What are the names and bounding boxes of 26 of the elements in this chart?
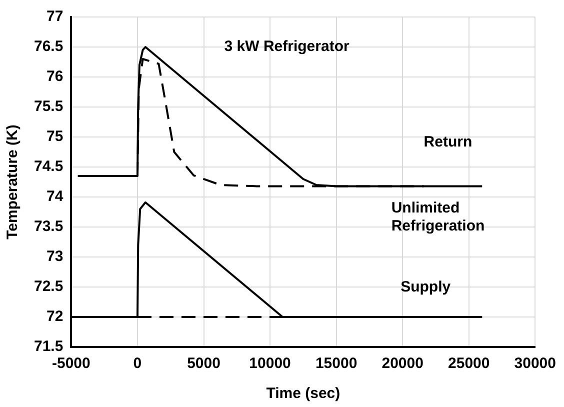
annotation: Unlimited Refrigeration	[391, 200, 485, 235]
x-tick-label: 25000	[448, 355, 490, 372]
y-tick-label: 73.5	[34, 218, 64, 236]
x-axis-title: Time (sec)	[266, 385, 340, 402]
y-tick-label: 74	[46, 188, 64, 206]
y-tick-label: 72.5	[34, 278, 64, 296]
x-tick-label: 20000	[382, 355, 424, 372]
y-axis-title: Temperature (K)	[4, 124, 22, 240]
annotation: Supply	[400, 278, 452, 296]
x-tick-label: 30000	[514, 355, 556, 372]
y-tick-label: 75.5	[34, 98, 64, 116]
y-tick-label: 72	[46, 308, 64, 326]
y-tick-label: 73	[46, 248, 64, 266]
x-tick-label: 15000	[315, 355, 358, 372]
y-tick-label: 71.5	[34, 338, 64, 356]
x-tick-label: 0	[133, 355, 142, 372]
x-tick-label: 10000	[249, 355, 291, 372]
y-tick-label: 75	[46, 128, 64, 146]
x-tick-label: 5000	[187, 355, 220, 372]
y-tick-label: 77	[46, 8, 64, 26]
annotation: Return	[424, 134, 472, 151]
y-tick-label: 74.5	[34, 158, 64, 176]
annotation: 3 kW Refrigerator	[224, 38, 350, 55]
x-tick-label: -5000	[52, 355, 90, 372]
y-tick-label: 76	[46, 68, 64, 86]
y-tick-label: 76.5	[34, 38, 64, 56]
